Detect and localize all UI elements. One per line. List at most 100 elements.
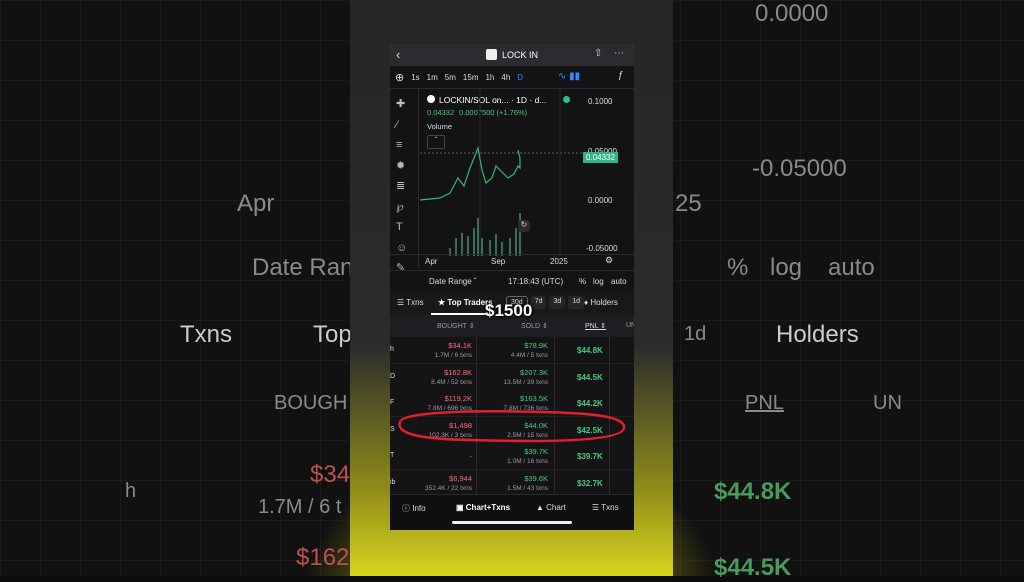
nav-item-active[interactable]: ▣ Chart+Txns <box>456 503 511 512</box>
back-button[interactable]: ‹ <box>396 47 401 62</box>
tab-bar <box>390 291 634 315</box>
column-header[interactable]: UN <box>626 322 634 329</box>
pnl: $44.2K <box>577 399 603 408</box>
bg-text: h <box>125 480 137 502</box>
price: 0.04332 <box>427 108 455 117</box>
tab[interactable]: ♦ Holders <box>584 298 618 307</box>
column-header[interactable]: SOLD ⇕ <box>521 323 548 330</box>
divider <box>390 88 634 89</box>
row-divider <box>609 363 610 390</box>
volume-bars <box>449 213 521 256</box>
current-price-tag: 0.04332 <box>583 152 618 163</box>
period[interactable]: 30d <box>506 296 528 309</box>
row-divider <box>476 443 477 469</box>
column-header[interactable]: PNL ⇕ <box>585 323 607 330</box>
indicators-button[interactable]: ƒ <box>618 70 624 81</box>
interval[interactable]: 1m <box>426 73 438 82</box>
phone-screen: ‹ LOCK IN ⇧ ⋯ ⊕ 1s 1m 5m 15m 1h 4h D ∿ ▮▮ ƒ ✚ ∕… <box>390 44 634 530</box>
period[interactable]: 7d <box>530 296 547 309</box>
bought: $162.8K <box>444 367 472 377</box>
home-indicator <box>452 521 572 524</box>
sold-sub: 2.5M / 15 txns <box>507 431 548 439</box>
bought-sub: 102.3K / 3 txns <box>428 431 472 439</box>
row-divider <box>476 390 477 416</box>
column-header[interactable]: BOUGHT ⇕ <box>437 323 475 330</box>
nav-item[interactable]: ☰ Txns <box>592 503 619 512</box>
token-icon <box>486 49 497 60</box>
bg-text: $44.8K <box>714 478 792 505</box>
date-range[interactable]: Date Range ˇ <box>429 277 477 286</box>
interval[interactable]: 1s <box>411 73 420 82</box>
interval[interactable]: 1h <box>485 73 495 82</box>
settings-button[interactable]: ⚙ <box>605 255 614 265</box>
row-divider <box>609 443 610 469</box>
table-header <box>390 315 634 337</box>
annotation-circle <box>398 410 626 443</box>
price-label: 0.1000 <box>588 97 613 106</box>
share-button[interactable]: ⇧ <box>594 48 603 59</box>
sold: $39.6K <box>524 473 548 483</box>
trader-label: ib <box>390 478 396 486</box>
pnl: $44.8K <box>577 346 603 355</box>
tab-label: Txns <box>406 298 424 307</box>
row-divider <box>554 443 555 469</box>
bought: $34.1K <box>448 341 472 350</box>
bg-text: Apr <box>237 190 275 217</box>
bg-text: PNL <box>745 392 784 414</box>
column-label: PNL <box>585 323 599 330</box>
bg-text: 1.7M / 6 t <box>258 496 342 518</box>
collapse-button[interactable]: ˆ <box>427 135 445 149</box>
bought-sub: 7.8M / 696 txns <box>427 405 472 412</box>
bg-text: auto <box>828 254 875 281</box>
live-dot <box>563 96 570 103</box>
interval[interactable]: 5m <box>444 73 456 82</box>
reset-button[interactable]: ↻ <box>518 220 530 232</box>
bg-text: BOUGH <box>274 392 348 414</box>
drawing-tools[interactable]: ✚ ∕ ≡ ✹ ≣ ℘ T ☺ ✎ <box>396 98 408 274</box>
interval[interactable]: 15m <box>462 73 479 82</box>
bought-sub: 8.4M / 52 txns <box>431 378 472 386</box>
bg-text: 25 <box>675 190 702 217</box>
x-label: Sep <box>491 257 506 266</box>
nav-label: Chart <box>546 503 566 512</box>
sold: $78.9K <box>524 341 548 350</box>
price-label: -0.05000 <box>586 244 618 253</box>
scale-option[interactable]: log <box>593 277 604 286</box>
bought: $6,944 <box>449 473 472 483</box>
price-label: 0.0000 <box>588 196 613 205</box>
period[interactable]: 3d <box>549 296 566 309</box>
pnl: $32.7K <box>577 478 603 488</box>
row-divider <box>609 390 610 416</box>
row-divider <box>609 337 610 363</box>
divider <box>390 254 634 255</box>
row-divider <box>609 416 610 443</box>
scale-option[interactable]: % <box>579 277 587 286</box>
interval[interactable]: D <box>517 73 524 82</box>
header-title: LOCK IN <box>502 50 539 60</box>
scale-option[interactable]: auto <box>611 277 627 286</box>
nav-item[interactable]: ⓘ Info <box>402 504 426 513</box>
column-label: SOLD <box>521 323 541 330</box>
nav-label: Info <box>412 504 426 513</box>
pnl: $39.7K <box>577 452 603 461</box>
tab-active[interactable]: ★ Top Traders <box>438 298 493 307</box>
period-selector: 30d 7d 3d 1d <box>506 296 585 309</box>
tab-label: Holders <box>590 298 618 307</box>
add-button[interactable]: ⊕ <box>395 72 405 84</box>
price-chart <box>420 88 585 256</box>
sold: $163.5K <box>520 394 548 403</box>
bg-text: UN <box>873 392 902 414</box>
trader-label: h <box>390 346 394 353</box>
nav-item[interactable]: ▲ Chart <box>536 503 566 512</box>
price-label: 0.05000 <box>588 147 617 156</box>
bg-text: Txns <box>180 321 233 348</box>
chart-type[interactable]: ∿ ▮▮ <box>558 71 581 82</box>
tab[interactable]: ☰ Txns <box>397 298 424 307</box>
interval[interactable]: 4h <box>501 73 511 82</box>
bg-text: % <box>727 254 749 281</box>
bought: - <box>469 452 473 461</box>
sold-sub: 4.4M / 5 txns <box>510 352 548 359</box>
menu-button[interactable]: ⋯ <box>614 48 624 59</box>
row-divider <box>554 390 555 416</box>
period[interactable]: 1d <box>568 296 585 309</box>
